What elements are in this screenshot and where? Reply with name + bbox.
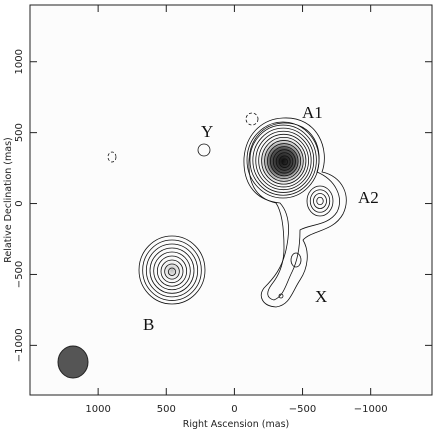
contour [269, 146, 299, 177]
x-axis-label: Right Ascension (mas) [183, 419, 289, 430]
contour [306, 185, 334, 217]
contour [313, 193, 327, 209]
contour [264, 140, 304, 182]
y-tick-label: 1000 [14, 49, 25, 74]
contour [149, 247, 195, 294]
contour [281, 158, 289, 166]
x-tick-label: −1000 [354, 404, 388, 415]
contour [290, 252, 302, 268]
contour [278, 293, 284, 299]
y-axis-label: Relative Declination (mas) [3, 137, 14, 263]
contour [258, 133, 309, 188]
contour [261, 136, 307, 185]
contour [145, 243, 199, 298]
annotation: Y [201, 122, 213, 141]
x-tick-label: 500 [157, 404, 176, 415]
contour [153, 251, 191, 291]
annotation: X [315, 287, 327, 306]
annotation: A2 [358, 188, 379, 207]
contour [249, 124, 317, 196]
contour [245, 112, 259, 126]
contour [267, 143, 302, 180]
contour [309, 189, 331, 213]
contour [164, 263, 180, 280]
contour [167, 267, 177, 276]
contour [197, 143, 211, 157]
contour [252, 127, 315, 193]
contours [107, 112, 347, 308]
contour [316, 196, 324, 206]
annotation: B [143, 315, 154, 334]
contour [278, 155, 291, 168]
contour [246, 121, 320, 199]
core [257, 135, 309, 187]
contour [138, 235, 206, 305]
contour [243, 117, 347, 308]
contour [248, 122, 340, 301]
contour [160, 259, 184, 284]
plot-frame [29, 4, 433, 396]
contour [275, 152, 294, 171]
contour [272, 149, 296, 174]
contour [156, 255, 188, 287]
y-tick-label: −1000 [14, 328, 25, 362]
y-tick-label: 500 [14, 123, 25, 142]
x-tick-label: 1000 [85, 404, 110, 415]
y-tick-label: 0 [14, 200, 25, 206]
contour [142, 239, 202, 301]
contour [255, 130, 312, 191]
beam [57, 345, 89, 379]
y-tick-label: −500 [14, 261, 25, 288]
x-tick-label: −500 [289, 404, 316, 415]
annotation: A1 [302, 103, 323, 122]
x-tick-label: 0 [231, 404, 237, 415]
contour [107, 151, 117, 163]
